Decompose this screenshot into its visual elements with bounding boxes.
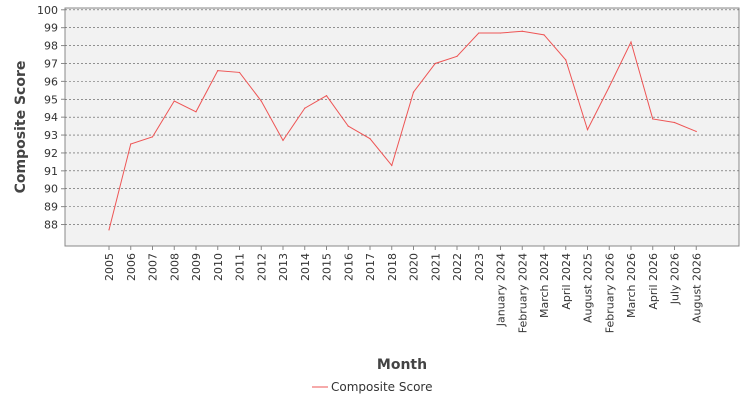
x-tick-label: 2014 [299, 253, 312, 281]
y-tick-label: 89 [44, 201, 58, 214]
series-line [108, 30, 697, 231]
data-point [695, 130, 697, 133]
x-tick-label: January 2024 [495, 253, 508, 327]
data-point [543, 34, 545, 36]
x-tick-label: 2012 [255, 253, 268, 281]
data-point [673, 121, 676, 124]
series-layer [108, 30, 697, 231]
x-tick-label: 2016 [342, 253, 355, 281]
x-tick-label: March 2026 [625, 253, 638, 318]
x-tick-label: April 2024 [560, 253, 573, 310]
data-point [565, 59, 567, 61]
x-tick-label: April 2026 [647, 253, 660, 310]
grid-lines [65, 9, 739, 225]
y-axis: 88 89 90 91 92 93 94 95 96 97 98 99 100 [37, 4, 65, 232]
data-point [304, 107, 306, 109]
x-tick-label: 2015 [321, 253, 334, 281]
data-point [456, 55, 458, 57]
data-point [608, 86, 610, 88]
x-tick-label: 2008 [168, 253, 181, 281]
data-point [478, 32, 480, 34]
data-point [652, 118, 654, 120]
y-tick-label: 93 [44, 129, 58, 142]
data-point [173, 100, 175, 102]
legend: Composite Score [312, 380, 432, 394]
data-point [195, 111, 197, 113]
data-point [499, 32, 502, 34]
y-tick-label: 95 [44, 93, 58, 106]
data-point [347, 125, 349, 127]
x-tick-label: 2005 [103, 253, 116, 281]
data-point [282, 139, 284, 142]
data-point [130, 143, 132, 145]
x-tick-label: 2009 [190, 253, 203, 281]
data-point [260, 100, 262, 102]
x-tick-label: 2021 [429, 253, 442, 281]
x-tick-label: 2013 [277, 253, 290, 281]
x-tick-label: 2011 [234, 253, 247, 281]
x-tick-label: February 2024 [516, 253, 529, 333]
data-point [238, 71, 241, 74]
x-tick-label: 2007 [147, 253, 160, 281]
data-point [630, 41, 632, 43]
y-axis-title: Composite Score [13, 61, 29, 194]
x-tick-label: March 2024 [538, 253, 551, 318]
data-point [369, 138, 371, 140]
y-tick-label: 91 [44, 165, 58, 178]
legend-label: Composite Score [331, 380, 432, 394]
x-axis-title: Month [377, 357, 427, 373]
x-tick-label: July 2026 [669, 253, 682, 305]
data-point [391, 164, 393, 167]
x-tick-label: 2017 [364, 253, 377, 281]
x-tick-label: 2006 [125, 253, 138, 281]
data-point [325, 95, 328, 97]
x-tick-label: 2023 [473, 253, 486, 281]
data-point [521, 30, 523, 32]
data-point [434, 62, 436, 65]
y-tick-label: 88 [44, 219, 58, 232]
y-tick-label: 100 [37, 4, 58, 17]
y-tick-label: 97 [44, 57, 58, 70]
y-tick-label: 92 [44, 147, 58, 160]
x-tick-label: 2018 [386, 253, 399, 281]
data-point [586, 129, 589, 131]
y-tick-label: 98 [44, 40, 58, 53]
x-tick-label: August 2026 [690, 253, 703, 323]
data-point [108, 229, 110, 231]
plot-area [64, 7, 740, 247]
data-point [217, 70, 219, 72]
data-point [151, 136, 154, 138]
y-tick-label: 99 [44, 22, 58, 35]
x-tick-label: 2020 [408, 253, 421, 281]
x-tick-label: August 2025 [582, 253, 595, 323]
x-axis: 2005 2006 2007 2008 2009 2010 2011 2012 2013 2014… [103, 246, 703, 333]
x-tick-label: 2022 [451, 253, 464, 281]
data-point [412, 91, 415, 93]
y-tick-label: 94 [44, 111, 58, 124]
y-tick-label: 90 [44, 183, 58, 196]
y-tick-label: 96 [44, 75, 58, 88]
x-tick-label: 2010 [212, 253, 225, 281]
x-tick-label: February 2026 [603, 253, 616, 333]
